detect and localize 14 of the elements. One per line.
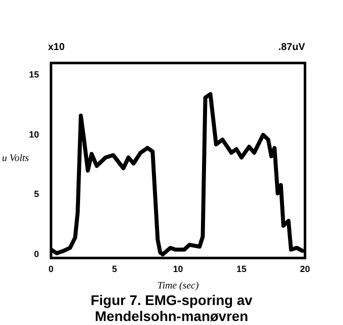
y-tick-label: 10 — [28, 129, 39, 140]
y-tick-label: 5 — [34, 189, 39, 200]
y-tick-label: 15 — [28, 69, 39, 80]
x-tick-label: 10 — [172, 264, 184, 274]
x-tick-label: 5 — [112, 264, 118, 274]
x-tick-label: 0 — [48, 264, 54, 274]
text: Figur 7. EMG-sporing av Mendelsohn-manøvren — [90, 292, 254, 324]
x-tick-label: 15 — [236, 264, 247, 274]
x-tick-label: 20 — [300, 264, 310, 274]
y-axis-title: u Volts — [2, 153, 30, 164]
y-tick-label: 0 — [34, 248, 39, 259]
text: .87uV — [278, 42, 306, 53]
text: x10 — [48, 42, 66, 53]
x-axis-title: Time (sec) — [157, 280, 200, 292]
